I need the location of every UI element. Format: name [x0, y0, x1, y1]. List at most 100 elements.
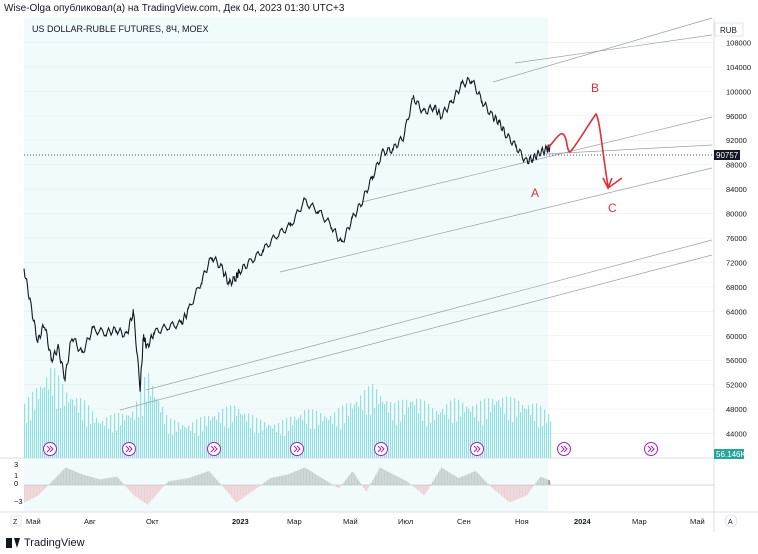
volume-bar — [548, 414, 550, 458]
volume-bar — [376, 389, 378, 458]
volume-bar — [50, 367, 52, 458]
volume-bar — [292, 425, 294, 458]
volume-bar — [164, 424, 166, 458]
volume-bar — [540, 405, 542, 458]
volume-bar — [282, 420, 284, 458]
volume-bar — [468, 408, 470, 458]
footer-brand[interactable]: TradingView — [24, 537, 85, 549]
volume-bar — [256, 417, 258, 458]
volume-bar — [450, 400, 452, 458]
volume-bar — [390, 402, 392, 458]
volume-bar — [526, 409, 528, 458]
volume-bar — [210, 420, 212, 458]
volume-bar — [330, 415, 332, 458]
volume-bar — [160, 412, 162, 458]
volume-bar — [386, 401, 388, 458]
volume-bar — [504, 413, 506, 458]
volume-bar — [278, 423, 280, 458]
volume-bar — [512, 422, 514, 458]
volume-bar — [490, 411, 492, 458]
volume-bar — [74, 405, 76, 458]
volume-bar — [252, 415, 254, 458]
volume-bar — [314, 428, 316, 458]
volume-bar — [462, 402, 464, 458]
y-tick-label: 92000 — [726, 136, 747, 145]
volume-bar — [258, 433, 260, 458]
oscillator-tick-label: −3 — [14, 497, 23, 506]
last-price-value: 90757 — [716, 151, 739, 160]
volume-bar — [88, 405, 90, 458]
volume-bar — [108, 428, 110, 458]
event-marker-arrow-icon — [210, 445, 218, 453]
time-axis-ticks: Май Авг Окт 2023 Мар Май Июл Сен Ноя 2024 Мар Май — [26, 517, 705, 526]
volume-bar — [394, 402, 396, 458]
volume-bar — [374, 407, 376, 458]
volume-bar — [520, 412, 522, 458]
volume-bar — [280, 434, 282, 458]
chart[interactable]: A B C US DOLLAR-RUBLE FUTURES, 8Ч, MOEX … — [0, 0, 758, 532]
volume-bar — [184, 426, 186, 458]
volume-bar — [244, 413, 246, 458]
volume-bar — [396, 425, 398, 458]
volume-bar — [156, 399, 158, 458]
volume-bar — [158, 401, 160, 458]
volume-bar — [138, 416, 140, 458]
volume-bar — [150, 396, 152, 458]
volume-bar — [306, 423, 308, 458]
volume-bar — [418, 413, 420, 458]
volume-bar — [434, 420, 436, 458]
volume-bar — [510, 396, 512, 458]
volume-bar — [208, 415, 210, 458]
price-axis-panel — [714, 18, 758, 532]
volume-bar — [276, 432, 278, 458]
volume-bar — [240, 413, 242, 458]
y-tick-label: 56000 — [726, 356, 747, 365]
volume-bar — [100, 423, 102, 458]
volume-bar — [98, 423, 100, 458]
x-tick-label: Июл — [398, 517, 413, 526]
volume-bar — [46, 377, 48, 458]
volume-bar — [222, 408, 224, 458]
volume-bar — [212, 417, 214, 458]
volume-bar — [460, 416, 462, 458]
volume-bar — [410, 401, 412, 458]
volume-bar — [508, 420, 510, 458]
volume-bar — [514, 398, 516, 458]
volume-bar — [498, 400, 500, 458]
volume-bar — [44, 387, 46, 458]
volume-bar — [36, 388, 38, 458]
volume-bar — [466, 406, 468, 458]
x-tick-label: Май — [343, 517, 358, 526]
auto-scale-button[interactable] — [724, 514, 738, 528]
y-tick-label: 96000 — [726, 112, 747, 121]
volume-bar — [440, 412, 442, 458]
volume-bar — [456, 421, 458, 458]
volume-badge — [714, 449, 744, 459]
volume-bar — [296, 419, 298, 458]
x-tick-label: Мар — [287, 517, 302, 526]
volume-bar — [370, 415, 372, 458]
volume-bar — [262, 430, 264, 458]
volume-bar — [112, 432, 114, 458]
volume-bar — [470, 411, 472, 458]
volume-bar — [114, 413, 116, 458]
chart-title: US DOLLAR-RUBLE FUTURES, 8Ч, MOEX — [32, 24, 209, 34]
volume-bar — [368, 386, 370, 458]
volume-bar — [250, 427, 252, 458]
oscillator-tick-label: 3 — [14, 460, 18, 469]
currency-box[interactable] — [714, 22, 744, 37]
volume-bar — [478, 421, 480, 458]
settings-corner-box[interactable] — [10, 515, 22, 527]
oscillator-tick-label: 0 — [14, 479, 18, 488]
price-line — [23, 76, 551, 392]
volume-bar — [388, 412, 390, 458]
volume-bar — [82, 420, 84, 458]
volume-bar — [70, 398, 72, 458]
volume-bar — [356, 401, 358, 458]
volume-bar — [202, 431, 204, 458]
volume-bar — [148, 372, 150, 458]
oscillator-bar — [547, 479, 549, 485]
wave-label-c: C — [608, 201, 617, 215]
volume-bar — [378, 404, 380, 458]
volume-bar — [322, 421, 324, 458]
